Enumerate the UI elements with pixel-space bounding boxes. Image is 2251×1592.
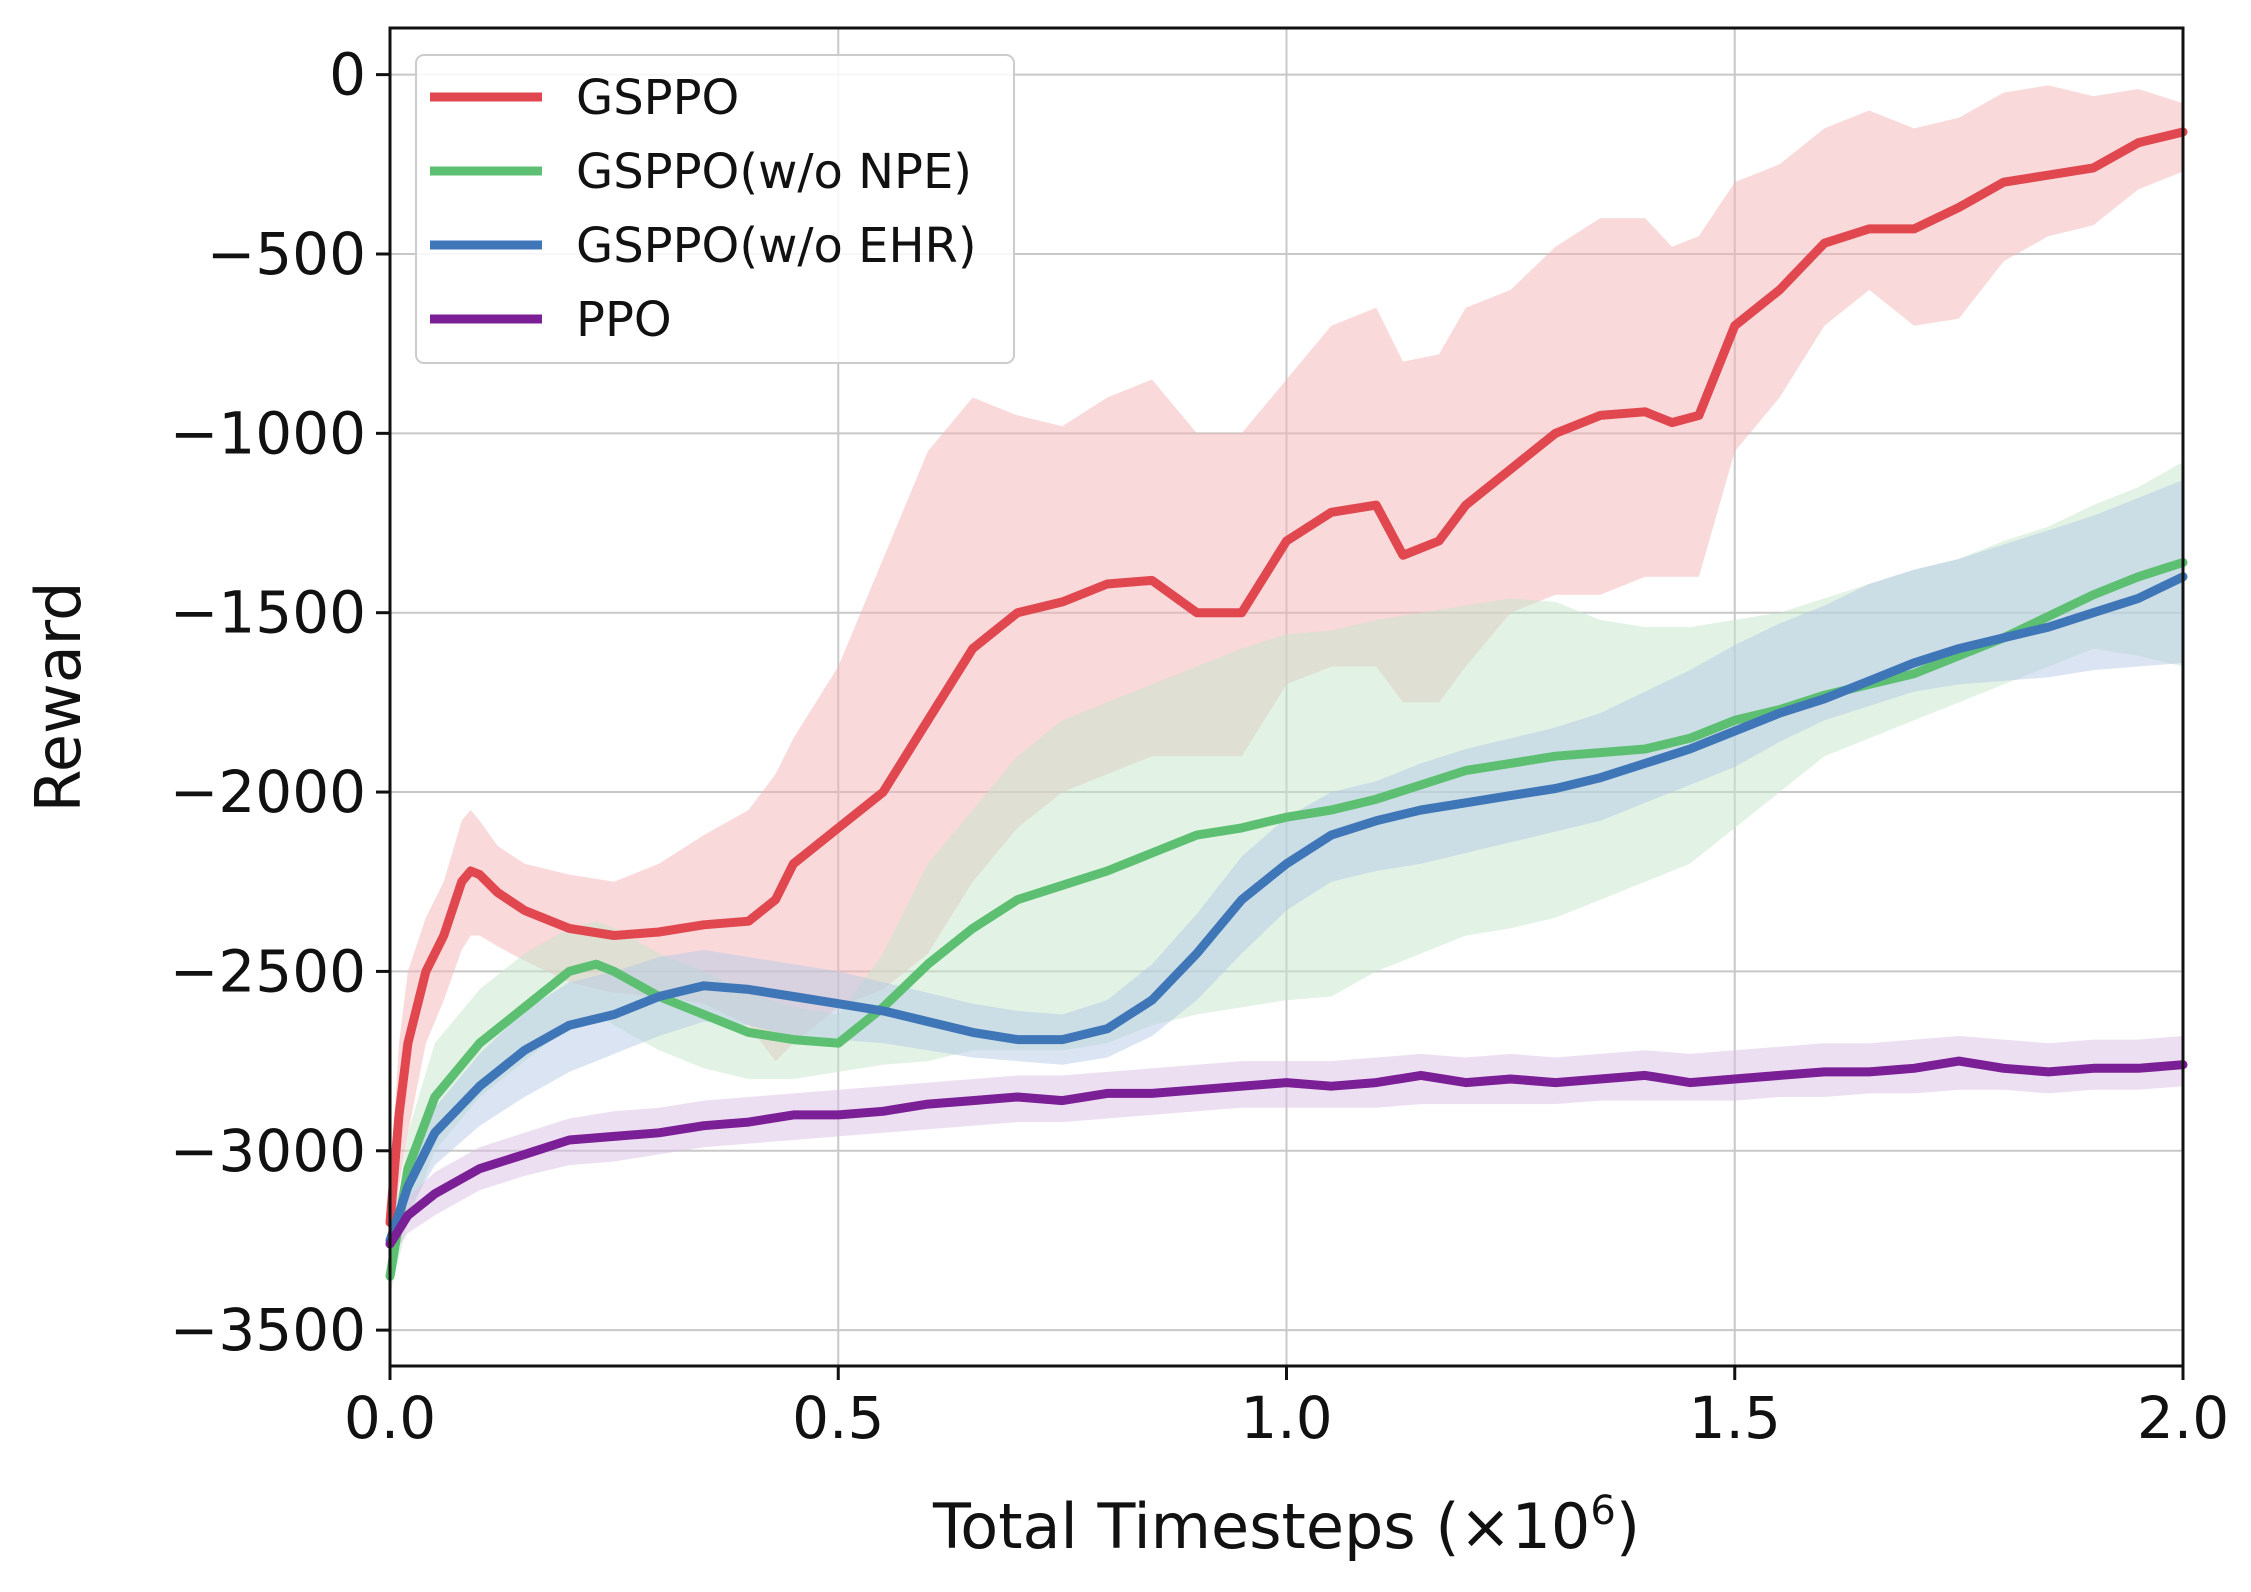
- line-ppo: [385, 1056, 2188, 1249]
- axis-ticks: 0.0 0.5 1.0 1.5 2.0 0 −500 −1000 −1500 −2000 −2500…: [170, 41, 2229, 1452]
- y-tick-label: −3000: [170, 1117, 366, 1185]
- line-gsppo-w-o-ehr: [385, 572, 2188, 1245]
- x-tick-label: 0.0: [344, 1384, 436, 1452]
- legend-label-gsppo-w-o-npe: GSPPO(w/o NPE): [576, 144, 972, 200]
- y-tick-label: −1000: [170, 399, 366, 467]
- line-gsppo: [385, 127, 2188, 1227]
- legend-label-ppo: PPO: [576, 292, 672, 348]
- x-axis-title-close: ): [1616, 1490, 1640, 1563]
- x-tick-label: 1.5: [1689, 1384, 1781, 1452]
- legend-label-gsppo: GSPPO: [576, 70, 739, 126]
- x-tick-label: 2.0: [2137, 1384, 2229, 1452]
- x-axis-title-exponent: 6: [1590, 1488, 1615, 1534]
- x-tick-label: 1.0: [1240, 1384, 1332, 1452]
- y-tick-label: −500: [207, 220, 366, 288]
- y-tick-label: −2500: [170, 937, 366, 1005]
- y-tick-label: 0: [329, 41, 366, 109]
- y-tick-label: −3500: [170, 1296, 366, 1364]
- y-axis-title: Reward: [22, 582, 95, 813]
- band-ppo: [390, 1036, 2183, 1259]
- legend: GSPPO GSPPO(w/o NPE) GSPPO(w/o EHR) PPO: [415, 54, 1015, 364]
- x-tick-label: 0.5: [792, 1384, 884, 1452]
- y-tick-label: −1500: [170, 579, 366, 647]
- x-axis-title-text: Total Timesteps (×10: [932, 1490, 1590, 1563]
- series-lines: [385, 127, 2188, 1281]
- legend-label-gsppo-w-o-ehr: GSPPO(w/o EHR): [576, 218, 977, 274]
- legend-box: [415, 54, 1015, 364]
- x-axis-title: Total Timesteps (×106): [932, 1488, 1640, 1563]
- y-tick-label: −2000: [170, 758, 366, 826]
